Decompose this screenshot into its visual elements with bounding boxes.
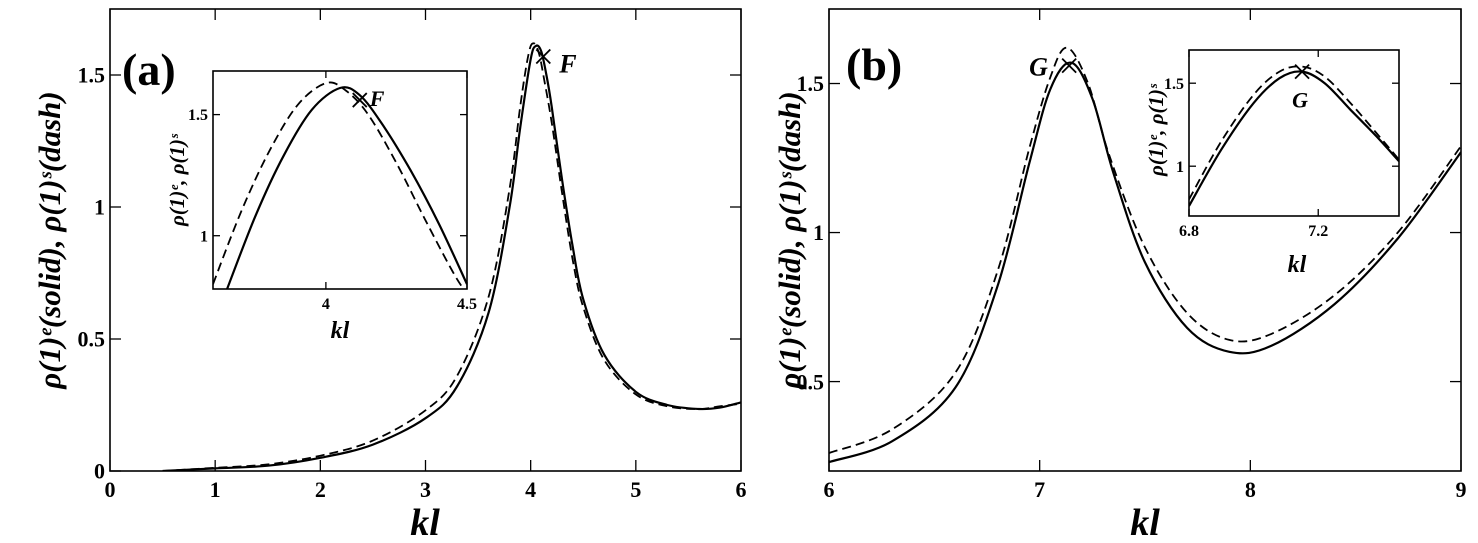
inset-x-tick-label: 4.5: [457, 296, 477, 313]
inset-marker-G-label: G: [1292, 88, 1308, 113]
x-tick-label: 2: [315, 477, 326, 502]
panel-label: (b): [846, 39, 902, 90]
inset-x-axis-title: kl: [331, 318, 350, 344]
inset-y-tick-label: 1.5: [1164, 76, 1184, 93]
x-tick-label: 9: [1456, 477, 1467, 502]
inset-series-dash-line: [213, 81, 465, 289]
x-tick-label: 6: [824, 477, 835, 502]
inset-marker-F-cross: [352, 92, 368, 108]
inset-chart: 4 4.5 1 1.5 Fkl ρ(1)ᵉ, ρ(1)ˢ: [165, 70, 477, 344]
inset-plot-frame: [1188, 49, 1400, 217]
x-tick-label: 8: [1245, 477, 1256, 502]
marker-F-label: F: [558, 50, 576, 79]
inset-x-axis-title: kl: [1288, 252, 1307, 278]
series-dash-line: [829, 46, 1461, 454]
y-axis-title: ρ(1)ᵉ(solid), ρ(1)ˢ(dash): [32, 91, 67, 390]
x-tick-label: 3: [420, 477, 431, 502]
inset-series-dash-line: [1189, 65, 1399, 200]
x-axis-title: kl: [410, 502, 440, 543]
chart-panel-a: 0 1 2 3 4 5 6 0 0.5 1 1.5 Fkl ρ(1)ᵉ(solid), ρ(1)ˢ(da…: [32, 8, 747, 543]
inset-marker-G-cross: [1294, 63, 1310, 80]
inset-background: [1189, 50, 1399, 216]
x-tick-label: 7: [1034, 477, 1045, 502]
y-tick-label: 0.5: [78, 327, 106, 352]
inset-y-tick-label: 1.5: [188, 107, 208, 124]
y-tick-label: 0.5: [797, 369, 825, 394]
y-axis-title: ρ(1)ᵉ(solid), ρ(1)ˢ(dash): [772, 91, 807, 390]
inset-x-tick-label: 6.8: [1179, 223, 1199, 240]
y-tick-label: 1.5: [797, 71, 825, 96]
inset-y-tick-label: 1: [1176, 159, 1184, 176]
x-tick-label: 4: [525, 477, 536, 502]
marker-F-cross: [535, 48, 551, 65]
y-tick-label: 1: [813, 220, 824, 245]
marker-G-label: G: [1029, 53, 1048, 82]
x-axis-title: kl: [1130, 502, 1160, 543]
inset-y-tick-label: 1: [200, 228, 208, 245]
marker-G-cross: [1061, 57, 1077, 74]
inset-plot-frame: [212, 70, 468, 290]
panel-label: (a): [122, 44, 176, 95]
chart-panel-b: 6 7 8 9 0.5 1 1.5 Gkl ρ(1)ᵉ(solid), ρ(1)ˢ(dash) (…: [772, 8, 1467, 543]
inset-y-axis-title: ρ(1)ᵉ, ρ(1)ˢ: [165, 133, 189, 227]
series-dash-line: [162, 42, 741, 471]
series-solid-line: [162, 44, 741, 471]
plot-frame: [828, 8, 1462, 472]
x-tick-label: 1: [210, 477, 221, 502]
y-tick-label: 1: [94, 195, 105, 220]
inset-chart: 6.8 7.2 1 1.5 Gkl ρ(1)ᵉ, ρ(1)ˢ: [1144, 49, 1400, 278]
x-tick-label: 6: [736, 477, 747, 502]
x-tick-label: 5: [630, 477, 641, 502]
inset-x-tick-label: 4: [322, 296, 330, 313]
inset-x-tick-label: 7.2: [1308, 223, 1328, 240]
y-tick-label: 1.5: [78, 63, 106, 88]
series-solid-line: [829, 61, 1461, 464]
inset-background: [213, 71, 467, 289]
y-tick-label: 0: [94, 459, 105, 484]
x-tick-label: 0: [105, 477, 116, 502]
inset-marker-F-label: F: [369, 86, 385, 111]
inset-y-axis-title: ρ(1)ᵉ, ρ(1)ˢ: [1144, 83, 1168, 177]
inset-series-solid-line: [226, 86, 467, 289]
